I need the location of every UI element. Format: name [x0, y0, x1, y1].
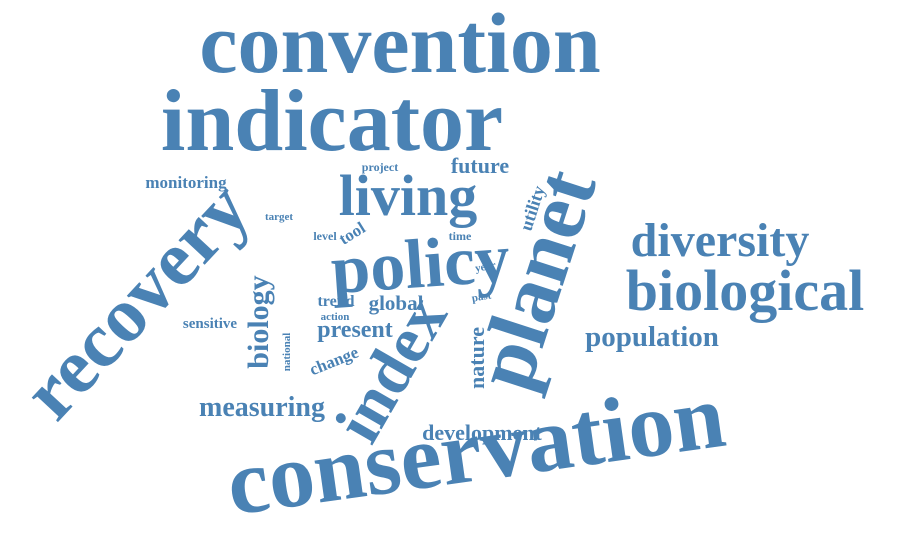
- word-action: action: [321, 311, 350, 323]
- word-indicator: indicator: [161, 73, 503, 170]
- word-target: target: [265, 211, 293, 223]
- word-year: year: [474, 259, 497, 274]
- word-trend: trend: [317, 293, 354, 310]
- word-level: level: [313, 229, 337, 243]
- word-nature: nature: [464, 327, 489, 389]
- word-national: national: [281, 333, 293, 372]
- word-policy: policy: [329, 220, 513, 309]
- word-biological: biological: [626, 258, 864, 323]
- word-monitoring: monitoring: [145, 173, 227, 192]
- word-measuring: measuring: [199, 392, 325, 423]
- word-future: future: [451, 153, 509, 178]
- word-biology: biology: [242, 275, 275, 368]
- word-sensitive: sensitive: [183, 316, 238, 332]
- word-present: present: [317, 317, 393, 343]
- word-project: project: [362, 160, 398, 174]
- word-diversity: diversity: [631, 214, 810, 267]
- word-living: living: [339, 163, 478, 228]
- word-past: past: [471, 289, 493, 304]
- word-development: development: [422, 420, 542, 445]
- word-convention: convention: [199, 0, 600, 91]
- word-population: population: [585, 321, 719, 353]
- word-global: global: [369, 291, 424, 315]
- word-time: time: [449, 229, 472, 243]
